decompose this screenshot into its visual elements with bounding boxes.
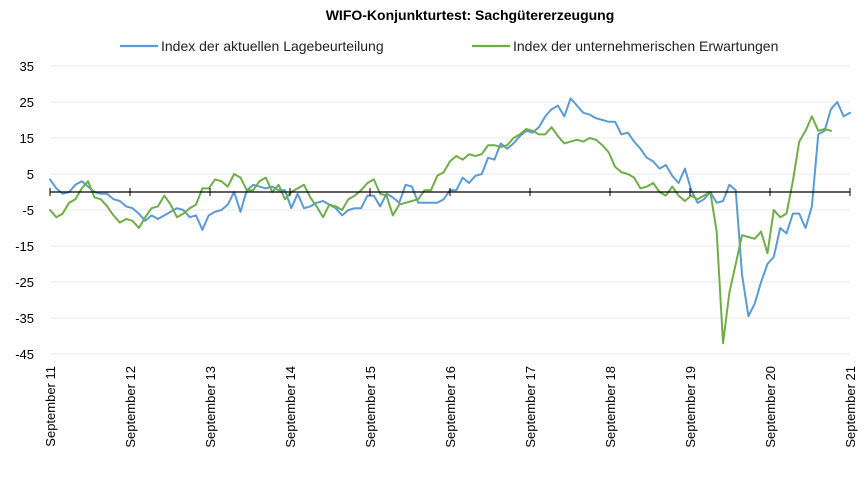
y-tick-label: 35	[20, 59, 34, 74]
series-lines	[49, 97, 851, 345]
series-line-0	[49, 97, 851, 318]
x-tick-label: September 18	[603, 366, 618, 448]
x-tick-label: September 11	[43, 366, 58, 447]
y-tick-label: -15	[15, 239, 34, 254]
x-tick-label: September 19	[683, 366, 698, 448]
legend: Index der aktuellen Lagebeurteilung Index…	[120, 38, 778, 54]
series-line-1	[49, 115, 832, 345]
chart-title: WIFO-Konjunkturtest: Sachgütererzeugung	[326, 7, 615, 23]
y-tick-label: 25	[20, 95, 34, 110]
x-axis: September 11 September 12 September 13 Sept…	[43, 188, 858, 448]
x-tick-label: September 17	[523, 366, 538, 448]
x-tick-label: September 13	[203, 366, 218, 448]
x-tick-label: September 12	[123, 366, 138, 448]
y-tick-label: -25	[15, 275, 34, 290]
x-tick-label: September 21	[843, 366, 858, 448]
y-tick-label: 15	[20, 131, 34, 146]
x-tick-label: September 14	[283, 366, 298, 448]
x-tick-label: September 16	[443, 366, 458, 448]
legend-entry: Index der aktuellen Lagebeurteilung	[120, 38, 384, 54]
x-tick-label: September 20	[763, 366, 778, 448]
x-tick-label: September 15	[363, 366, 378, 448]
legend-label: Index der aktuellen Lagebeurteilung	[161, 38, 384, 54]
y-tick-label: -5	[22, 203, 34, 218]
gridlines	[50, 65, 850, 355]
legend-entry: Index der unternehmerischen Erwartungen	[472, 38, 778, 54]
legend-label: Index der unternehmerischen Erwartungen	[513, 38, 778, 54]
y-tick-label: -35	[15, 311, 34, 326]
y-axis: 35 25 15 5 -5 -15 -25 -35 -45	[15, 59, 34, 362]
y-tick-label: 5	[27, 167, 34, 182]
y-tick-label: -45	[15, 347, 34, 362]
